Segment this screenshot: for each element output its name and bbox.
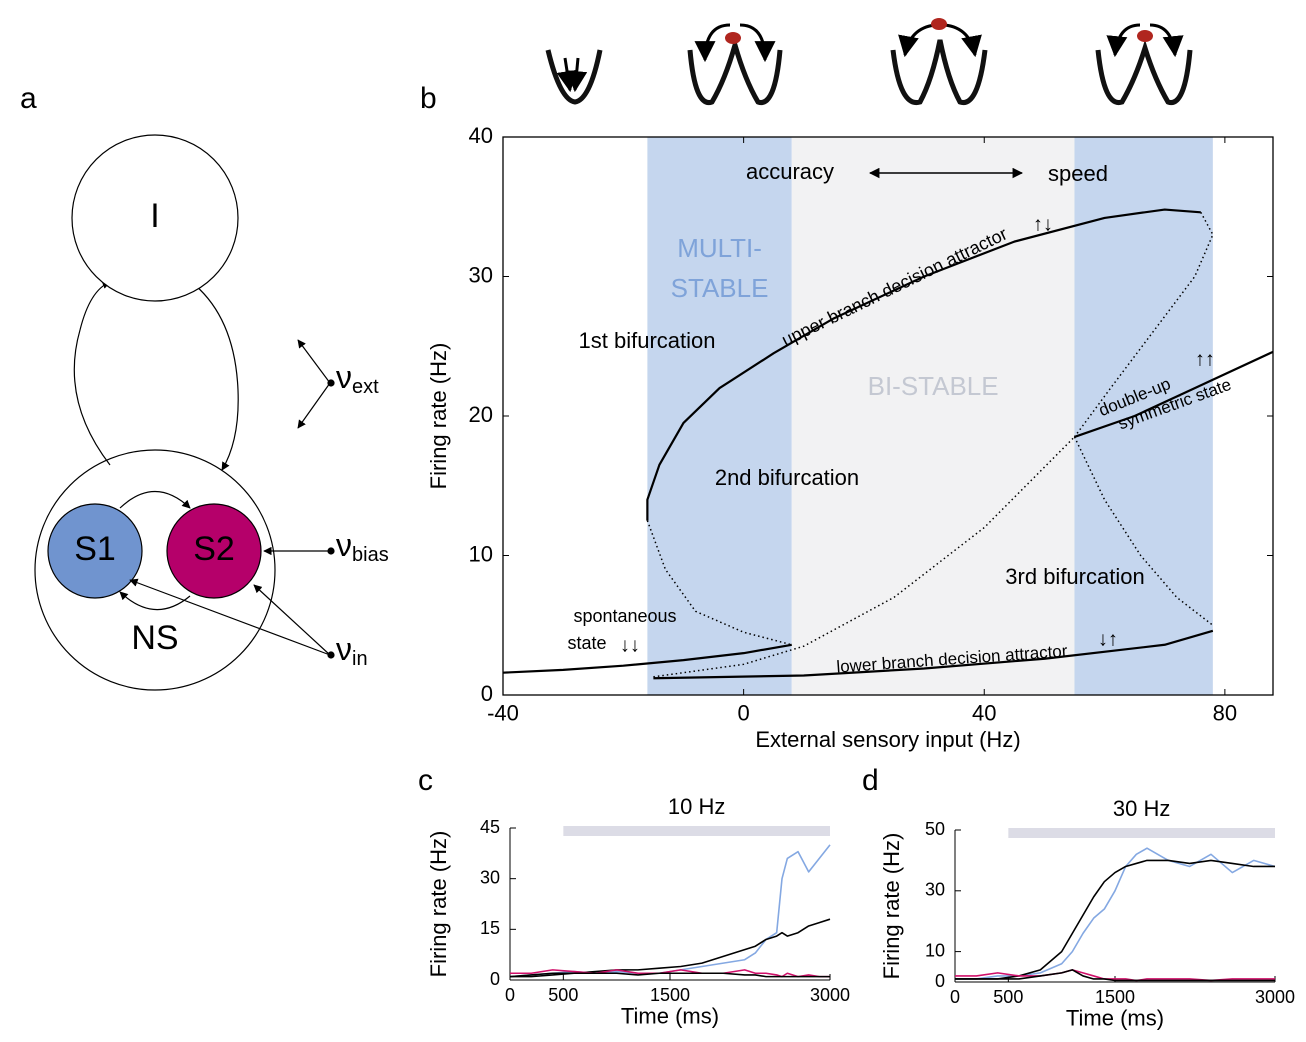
x-tick-label: 0 xyxy=(950,987,960,1007)
y-tick-label: 50 xyxy=(925,819,945,839)
annotation: 2nd bifurcation xyxy=(715,465,859,490)
panel-letter: b xyxy=(420,82,437,115)
series-line xyxy=(510,845,830,977)
stimulus-label: 10 Hz xyxy=(668,794,725,819)
input-label: νext xyxy=(336,359,379,398)
x-tick-label: 1500 xyxy=(650,985,690,1005)
region-label: STABLE xyxy=(671,273,769,303)
annotation: spontaneous xyxy=(573,606,676,626)
symbol: ν xyxy=(336,359,352,395)
y-tick-label: 20 xyxy=(469,402,493,427)
y-tick-label: 0 xyxy=(481,681,493,706)
input-label: νin xyxy=(336,631,368,670)
region-label: MULTI- xyxy=(677,233,762,263)
x-tick-label: 1500 xyxy=(1095,987,1135,1007)
panel-letter: c xyxy=(418,764,433,797)
annotation: state xyxy=(567,633,606,653)
input-labels: νext νbias νin xyxy=(336,359,389,670)
y-axis-label: Firing rate (Hz) xyxy=(426,343,451,490)
y-tick-label: 10 xyxy=(925,940,945,960)
y-tick-label: 45 xyxy=(480,817,500,837)
figure: a I S1 S2 NS νext νbias νin bMULTI-STABL… xyxy=(0,0,1306,1042)
series-line xyxy=(955,860,1275,979)
node-label: S1 xyxy=(74,530,116,568)
y-tick-label: 0 xyxy=(490,969,500,989)
symbol: ν xyxy=(336,527,352,563)
x-axis-label: Time (ms) xyxy=(1066,1006,1164,1031)
subscript: in xyxy=(352,648,368,670)
x-tick-label: 3000 xyxy=(1255,987,1295,1007)
node-label: NS xyxy=(131,619,178,657)
annotation: speed xyxy=(1048,161,1108,186)
x-tick-label: 3000 xyxy=(810,985,850,1005)
annotation: ↑↓ xyxy=(1033,213,1053,235)
stimulus-bar xyxy=(563,826,830,836)
y-axis-label: Firing rate (Hz) xyxy=(426,831,451,978)
symbol: ν xyxy=(336,631,352,667)
subscript: ext xyxy=(352,376,379,398)
annotation: 3rd bifurcation xyxy=(1005,564,1144,589)
y-tick-label: 40 xyxy=(469,123,493,148)
panel-letter: d xyxy=(862,764,879,797)
x-tick-label: 0 xyxy=(738,701,750,726)
x-tick-label: 500 xyxy=(993,987,1023,1007)
stimulus-label: 30 Hz xyxy=(1113,796,1170,821)
y-tick-label: 30 xyxy=(925,880,945,900)
x-axis-label: Time (ms) xyxy=(621,1004,719,1029)
annotation: 1st bifurcation xyxy=(579,328,716,353)
input-label: νbias xyxy=(336,527,389,566)
x-tick-label: 40 xyxy=(972,701,996,726)
x-axis-label: External sensory input (Hz) xyxy=(755,727,1020,752)
series-line xyxy=(510,919,830,976)
node-label: I xyxy=(150,197,159,235)
chart: d 30 Hz 0 500 1500 3000 0 10 30 50 Time (ms) Firing… xyxy=(862,764,1295,1031)
x-tick-label: 0 xyxy=(505,985,515,1005)
well-arrows xyxy=(565,25,1175,90)
y-tick-label: 15 xyxy=(480,918,500,938)
y-tick-label: 10 xyxy=(469,541,493,566)
y-tick-label: 0 xyxy=(935,971,945,991)
well-icons xyxy=(548,40,1190,103)
node-label: S2 xyxy=(193,530,235,568)
y-tick-label: 30 xyxy=(480,867,500,887)
annotation: ↓↑ xyxy=(1098,628,1118,650)
stimulus-bar xyxy=(1008,828,1275,838)
region-label: BI-STABLE xyxy=(868,371,999,401)
x-tick-label: 500 xyxy=(548,985,578,1005)
panel-letter: a xyxy=(20,82,37,115)
annotation: accuracy xyxy=(746,159,834,184)
network-diagram: a xyxy=(20,82,334,690)
annotation: ↑↑ xyxy=(1195,348,1215,370)
annotation: ↓↓ xyxy=(620,634,640,656)
series-line xyxy=(955,848,1275,979)
subscript: bias xyxy=(352,544,389,566)
y-tick-label: 30 xyxy=(469,262,493,287)
y-axis-label: Firing rate (Hz) xyxy=(879,833,904,980)
chart: c 10 Hz 0 500 1500 3000 0 15 30 45 Time (ms) Firing… xyxy=(418,764,850,1029)
x-tick-label: 80 xyxy=(1213,701,1237,726)
